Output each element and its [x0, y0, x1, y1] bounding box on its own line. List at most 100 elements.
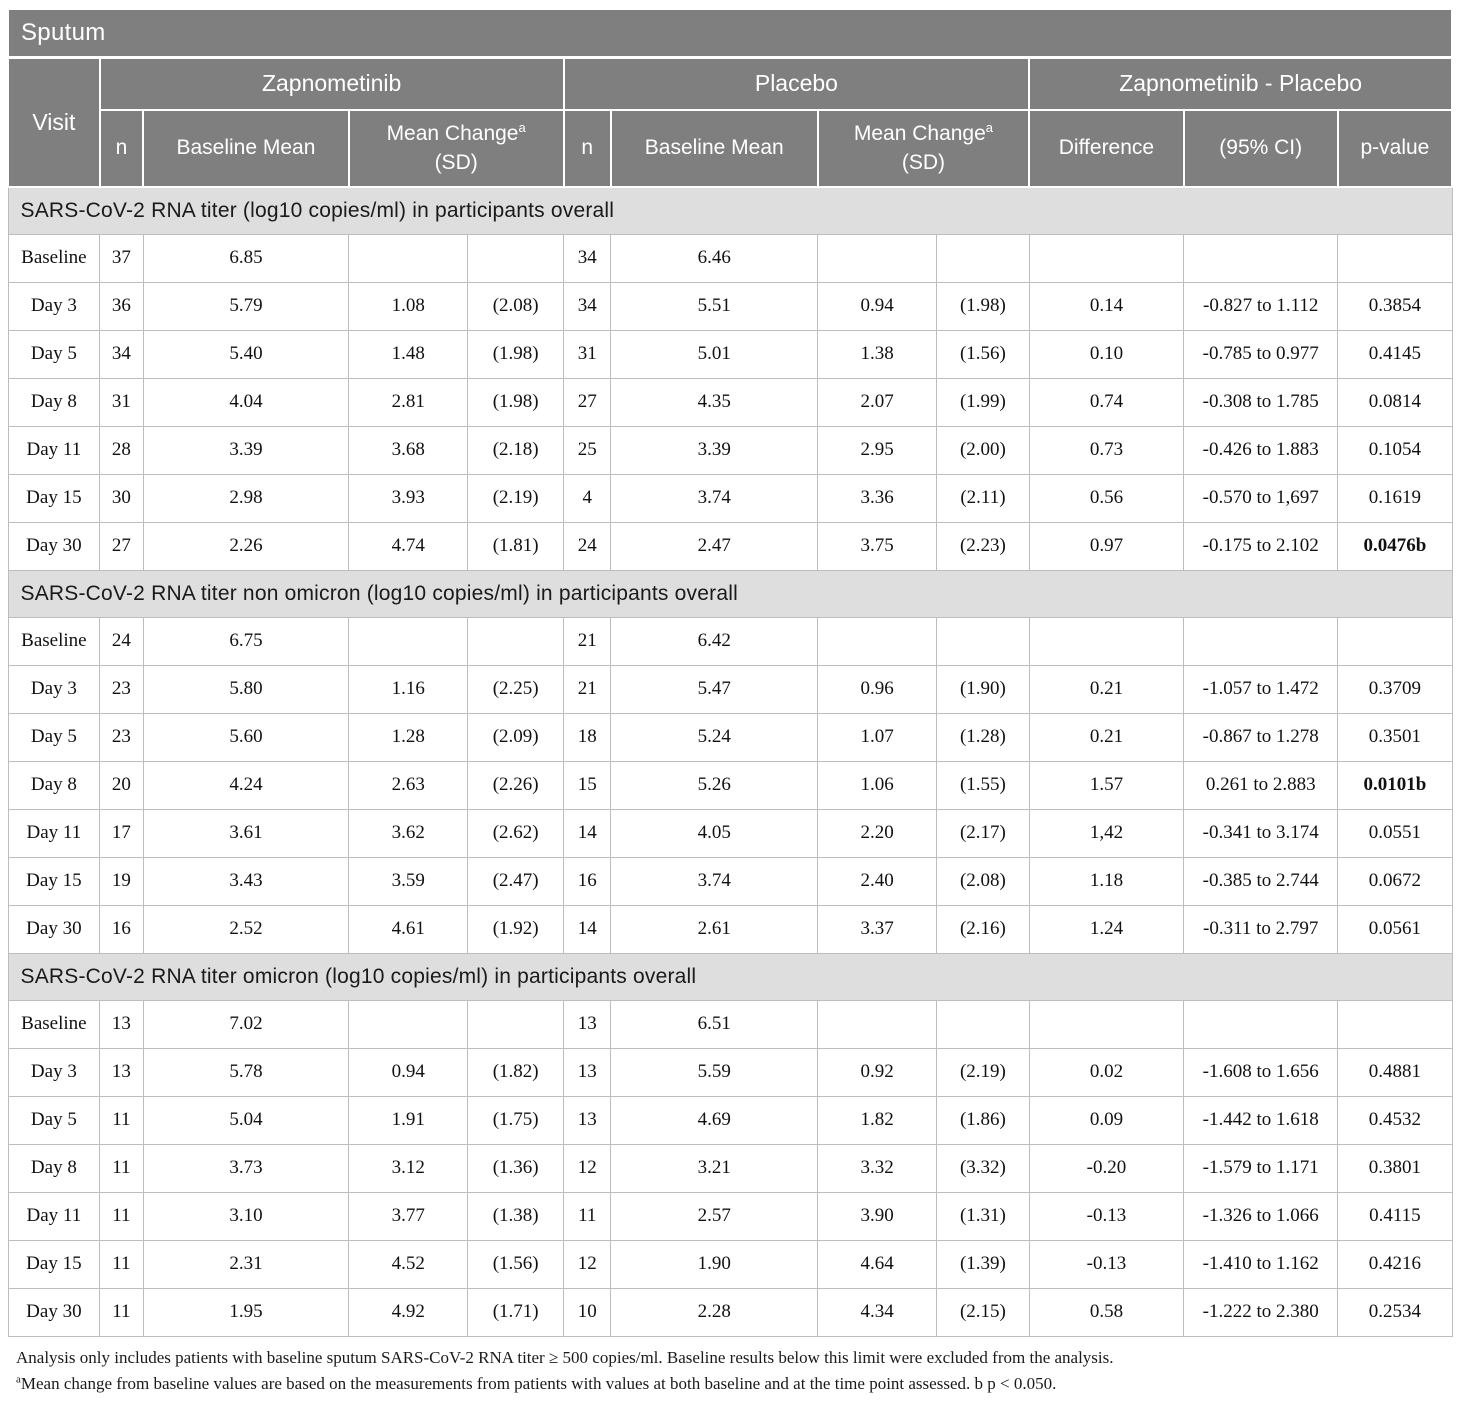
data-cell: 5.04	[142, 1095, 350, 1145]
data-cell: 23	[99, 664, 144, 714]
data-cell: 4.04	[142, 377, 350, 427]
data-cell	[467, 233, 565, 283]
col-header-mean-change-placebo: Mean Changea (SD)	[816, 109, 1031, 188]
visit-cell: Baseline	[7, 999, 101, 1049]
data-cell	[467, 999, 565, 1049]
data-cell: (2.23)	[936, 521, 1030, 571]
data-cell	[817, 233, 938, 283]
sd-label: (SD)	[901, 150, 946, 174]
data-cell: 1.90	[610, 1239, 819, 1289]
data-cell: 6.51	[610, 999, 819, 1049]
data-cell: 3.73	[142, 1143, 350, 1193]
data-cell: (2.09)	[467, 712, 565, 762]
col-header-n-zapnometinib: n	[98, 109, 145, 188]
data-cell: (2.00)	[936, 425, 1030, 475]
data-cell: -0.827 to 1.112	[1183, 281, 1339, 331]
data-cell: 14	[563, 904, 612, 954]
data-cell: 21	[563, 616, 612, 666]
data-cell: 3.37	[817, 904, 938, 954]
data-cell: (1.86)	[936, 1095, 1030, 1145]
data-cell: 1,42	[1028, 808, 1185, 858]
data-cell: (1.98)	[936, 281, 1030, 331]
data-cell: (1.39)	[936, 1239, 1030, 1289]
table-row: Day 5 11 5.04 1.91 (1.75) 13 4.69 1.82 (1.86) 0.0…	[7, 1095, 1453, 1145]
data-cell: 5.51	[610, 281, 819, 331]
data-cell	[1183, 616, 1339, 666]
data-cell: 3.39	[610, 425, 819, 475]
data-cell: -1.442 to 1.618	[1183, 1095, 1339, 1145]
data-cell: 4.52	[348, 1239, 469, 1289]
data-cell: 15	[563, 760, 612, 810]
data-cell: (1.36)	[467, 1143, 565, 1193]
data-cell: 5.60	[142, 712, 350, 762]
data-cell: 0.4216	[1337, 1239, 1453, 1289]
data-cell	[1337, 999, 1453, 1049]
visit-cell: Day 11	[7, 808, 101, 858]
data-cell: (2.17)	[936, 808, 1030, 858]
data-cell: 14	[563, 808, 612, 858]
data-cell	[1028, 233, 1185, 283]
data-cell: 6.75	[142, 616, 350, 666]
data-cell: -1.410 to 1.162	[1183, 1239, 1339, 1289]
data-cell: 16	[99, 904, 144, 954]
data-cell: (1.82)	[467, 1047, 565, 1097]
section-row: SARS-CoV-2 RNA titer (log10 copies/ml) i…	[7, 186, 1453, 235]
visit-cell: Day 15	[7, 1239, 101, 1289]
sputum-results-table: Sputum Visit Zapnometinib Placebo Zapnom…	[7, 8, 1454, 1337]
col-header-baseline-mean-zapnometinib: Baseline Mean	[142, 109, 350, 188]
data-cell: (1.90)	[936, 664, 1030, 714]
sub-header-row: n Baseline Mean Mean Changea (SD) n Basel…	[8, 109, 1454, 188]
data-cell: 2.47	[610, 521, 819, 571]
data-cell: (1.31)	[936, 1191, 1030, 1241]
data-cell: 6.85	[142, 233, 350, 283]
data-cell: 2.95	[817, 425, 938, 475]
data-cell: 2.07	[817, 377, 938, 427]
data-cell: 11	[99, 1143, 144, 1193]
data-cell	[936, 233, 1030, 283]
data-cell: 0.09	[1028, 1095, 1185, 1145]
data-cell: (2.62)	[467, 808, 565, 858]
data-cell: 0.0672	[1337, 856, 1453, 906]
data-cell: 5.80	[142, 664, 350, 714]
data-cell: 0.0561	[1337, 904, 1453, 954]
data-cell: 0.4115	[1337, 1191, 1453, 1241]
data-cell: 11	[99, 1191, 144, 1241]
table-row: Day 30 11 1.95 4.92 (1.71) 10 2.28 4.34 (2.15) 0.…	[7, 1287, 1453, 1337]
data-cell: 0.3854	[1337, 281, 1453, 331]
data-cell: 21	[563, 664, 612, 714]
data-cell: 2.40	[817, 856, 938, 906]
visit-column-header: Visit	[7, 56, 101, 188]
data-cell: (1.56)	[467, 1239, 565, 1289]
data-cell: 5.40	[142, 329, 350, 379]
data-cell: 18	[563, 712, 612, 762]
data-cell: (1.55)	[936, 760, 1030, 810]
data-cell: 5.47	[610, 664, 819, 714]
data-cell: 10	[563, 1287, 612, 1337]
data-cell: 13	[99, 1047, 144, 1097]
data-cell: (2.19)	[936, 1047, 1030, 1097]
data-cell: 2.28	[610, 1287, 819, 1337]
visit-cell: Day 5	[7, 1095, 101, 1145]
data-cell: 3.62	[348, 808, 469, 858]
data-cell: -1.579 to 1.171	[1183, 1143, 1339, 1193]
data-cell: (3.32)	[936, 1143, 1030, 1193]
data-cell: 3.77	[348, 1191, 469, 1241]
footnote-text: Analysis only includes patients with bas…	[16, 1347, 1114, 1367]
data-cell: 0.94	[348, 1047, 469, 1097]
visit-cell: Day 3	[7, 664, 101, 714]
visit-cell: Day 8	[7, 760, 101, 810]
data-cell: 6.46	[610, 233, 819, 283]
data-cell	[1183, 999, 1339, 1049]
data-cell: 0.74	[1028, 377, 1185, 427]
visit-cell: Day 30	[7, 904, 101, 954]
data-cell: (2.18)	[467, 425, 565, 475]
data-cell: 4.92	[348, 1287, 469, 1337]
data-cell: 1.07	[817, 712, 938, 762]
data-cell: 17	[99, 808, 144, 858]
footnote-mean-change: aMean change from baseline values are ba…	[16, 1371, 1443, 1397]
data-cell: -1.222 to 2.380	[1183, 1287, 1339, 1337]
visit-cell: Day 3	[7, 1047, 101, 1097]
data-cell: 3.74	[610, 856, 819, 906]
data-cell: 3.39	[142, 425, 350, 475]
data-cell: 5.78	[142, 1047, 350, 1097]
